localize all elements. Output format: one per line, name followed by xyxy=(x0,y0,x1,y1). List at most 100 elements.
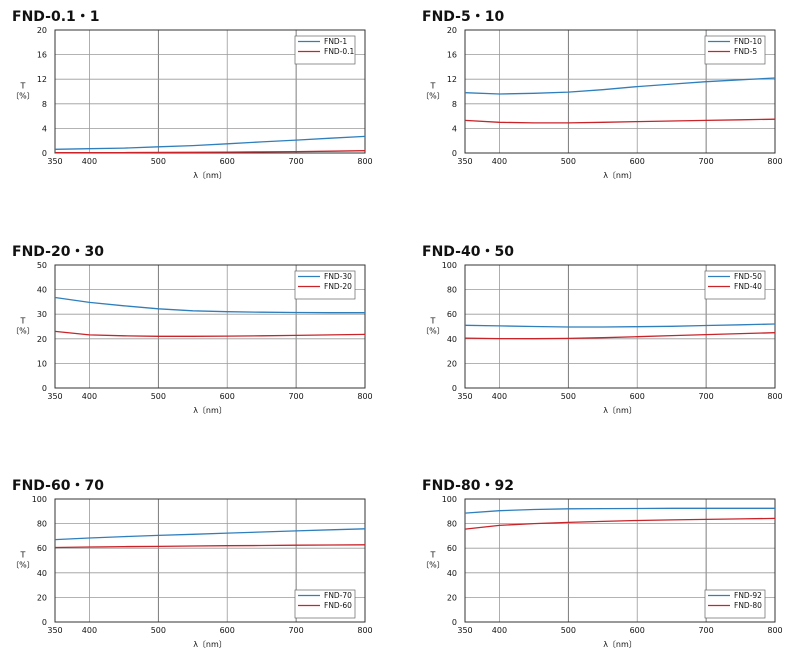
y-tick-label: 20 xyxy=(447,359,457,368)
x-tick-label: 350 xyxy=(457,157,472,166)
y-tick-label: 20 xyxy=(37,335,47,344)
x-tick-label: 800 xyxy=(357,392,372,401)
y-tick-label: 40 xyxy=(37,286,47,295)
y-tick-label: 12 xyxy=(447,75,457,84)
y-tick-label: 0 xyxy=(452,618,457,627)
y-tick-label: 100 xyxy=(442,261,457,270)
chart-fnd-60-70: 0 20 40 60 80 100 350 400 500 600 700 800 λ〔nm〕 T〔%〕 F… xyxy=(11,495,372,649)
x-tick-label: 500 xyxy=(561,626,576,635)
y-tick-label: 80 xyxy=(447,286,457,295)
series-line xyxy=(464,332,776,340)
plot-frame xyxy=(54,29,366,154)
x-tick-label: 350 xyxy=(47,157,62,166)
y-tick-label: 20 xyxy=(447,26,457,35)
y-tick-label: 8 xyxy=(42,100,47,109)
y-tick-label: 16 xyxy=(37,51,47,60)
legend-box xyxy=(294,589,356,619)
legend-label: FND-50 xyxy=(734,272,762,281)
chart-panel-fnd-5-10: FND-5・10 0 4 8 12 16 20 350 400 500 600 700 800 λ〔nm… xyxy=(410,0,800,220)
y-axis-unit: 〔%〕 xyxy=(421,561,445,570)
y-axis-unit: 〔%〕 xyxy=(421,92,445,101)
x-tick-label: 600 xyxy=(630,626,645,635)
legend-label: FND-70 xyxy=(324,591,352,600)
series-line xyxy=(464,517,776,530)
x-tick-label: 700 xyxy=(698,626,713,635)
series-line xyxy=(54,150,366,154)
chart-panel-fnd-40-50: FND-40・50 0 20 40 60 80 100 350 400 500 600 700 800… xyxy=(410,235,800,455)
x-tick-label: 350 xyxy=(457,626,472,635)
x-tick-label: 800 xyxy=(357,626,372,635)
series-line xyxy=(464,323,776,328)
x-axis-label: λ〔nm〕 xyxy=(603,640,637,649)
x-axis-label: λ〔nm〕 xyxy=(193,171,227,180)
chart-fnd-5-10: 0 4 8 12 16 20 350 400 500 600 700 800 λ〔nm〕 T〔%〕 FND-… xyxy=(421,26,782,180)
x-tick-label: 500 xyxy=(561,157,576,166)
x-tick-label: 600 xyxy=(630,157,645,166)
series-line xyxy=(464,77,776,95)
plot-frame xyxy=(464,29,776,154)
series-line xyxy=(54,330,366,337)
chart-panel-fnd-60-70: FND-60・70 0 20 40 60 80 100 350 400 500 600 700 800… xyxy=(0,469,400,660)
x-tick-label: 400 xyxy=(82,392,97,401)
series-line xyxy=(54,544,366,549)
y-tick-label: 0 xyxy=(42,384,47,393)
legend-label: FND-10 xyxy=(734,37,762,46)
x-tick-label: 400 xyxy=(492,392,507,401)
legend-box xyxy=(704,589,766,619)
x-tick-label: 600 xyxy=(630,392,645,401)
y-tick-label: 8 xyxy=(452,100,457,109)
x-tick-label: 400 xyxy=(82,626,97,635)
y-tick-label: 80 xyxy=(447,520,457,529)
plot-frame xyxy=(54,498,366,623)
legend-box xyxy=(704,270,766,300)
y-axis-label: T xyxy=(20,551,26,560)
y-tick-label: 4 xyxy=(42,124,47,133)
x-tick-label: 400 xyxy=(492,157,507,166)
x-tick-label: 600 xyxy=(220,626,235,635)
y-axis-label: T xyxy=(20,317,26,326)
y-axis-label: T xyxy=(20,82,26,91)
y-tick-label: 20 xyxy=(447,593,457,602)
y-tick-label: 20 xyxy=(37,26,47,35)
legend-label: FND-30 xyxy=(324,272,352,281)
y-axis-unit: 〔%〕 xyxy=(11,327,35,336)
x-tick-label: 800 xyxy=(767,626,782,635)
legend-label: FND-60 xyxy=(324,601,352,610)
y-axis-unit: 〔%〕 xyxy=(11,561,35,570)
x-tick-label: 350 xyxy=(457,392,472,401)
chart-title: FND-40・50 xyxy=(422,244,514,260)
chart-fnd-40-50: 0 20 40 60 80 100 350 400 500 600 700 800 λ〔nm〕 T〔%〕 F… xyxy=(421,261,782,415)
plot-frame xyxy=(464,264,776,389)
y-tick-label: 12 xyxy=(37,75,47,84)
y-axis-label: T xyxy=(430,82,436,91)
y-tick-label: 40 xyxy=(447,335,457,344)
chart-title: FND-5・10 xyxy=(422,9,505,25)
y-tick-label: 30 xyxy=(37,310,47,319)
x-tick-label: 700 xyxy=(288,626,303,635)
y-tick-label: 16 xyxy=(447,51,457,60)
x-tick-label: 350 xyxy=(47,392,62,401)
y-tick-label: 40 xyxy=(447,569,457,578)
y-tick-label: 60 xyxy=(447,544,457,553)
x-tick-label: 800 xyxy=(767,157,782,166)
chart-title: FND-80・92 xyxy=(422,478,514,494)
chart-title: FND-60・70 xyxy=(12,478,104,494)
y-tick-label: 0 xyxy=(452,384,457,393)
x-tick-label: 500 xyxy=(151,626,166,635)
legend-label: FND-1 xyxy=(324,37,347,46)
legend-label: FND-5 xyxy=(734,47,757,56)
x-tick-label: 500 xyxy=(151,392,166,401)
y-tick-label: 10 xyxy=(37,359,47,368)
chart-panel-fnd-20-30: FND-20・30 0 10 20 30 40 50 350 400 500 600 700 800 λ… xyxy=(0,235,400,455)
x-tick-label: 800 xyxy=(357,157,372,166)
x-tick-label: 700 xyxy=(698,392,713,401)
x-tick-label: 500 xyxy=(151,157,166,166)
y-tick-label: 100 xyxy=(442,495,457,504)
y-tick-label: 60 xyxy=(447,310,457,319)
x-tick-label: 800 xyxy=(767,392,782,401)
y-tick-label: 0 xyxy=(452,149,457,158)
x-tick-label: 700 xyxy=(288,157,303,166)
legend-box xyxy=(294,35,356,65)
x-tick-label: 400 xyxy=(82,157,97,166)
legend-label: FND-20 xyxy=(324,282,352,291)
